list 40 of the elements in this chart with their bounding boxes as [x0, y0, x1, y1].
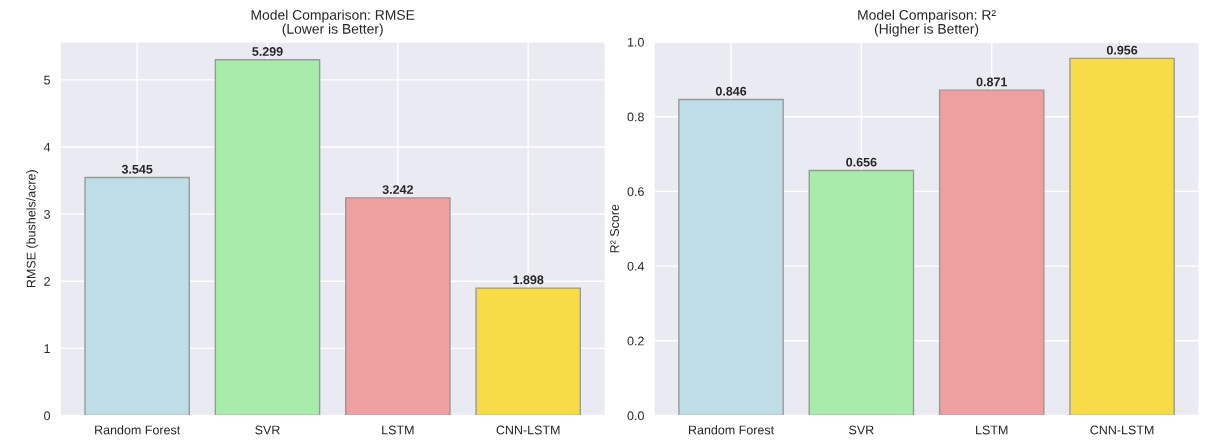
x-tick-label: CNN-LSTM: [1090, 425, 1154, 435]
y-tick-label: 1.0: [627, 37, 644, 47]
y-tick-label: 5: [44, 75, 50, 85]
bar: [808, 169, 915, 416]
y-tick-label: 0.6: [627, 187, 644, 197]
bar: [345, 197, 451, 416]
data-label: 0.871: [976, 77, 1008, 87]
y-axis-title: RMSE (bushels/acre): [26, 170, 39, 288]
x-tick-label: LSTM: [976, 425, 1008, 435]
x-tick-label: CNN-LSTM: [496, 425, 560, 435]
data-label: 3.545: [121, 164, 153, 174]
x-tick-label: SVR: [255, 425, 280, 435]
y-tick-label: 1: [44, 344, 50, 353]
data-label: 0.956: [1106, 45, 1138, 55]
data-label: 0.656: [846, 157, 877, 167]
y-tick-label: 0.0: [627, 411, 644, 421]
chart-title: Model Comparison: R² (Higher is Better): [858, 9, 996, 37]
data-label: 5.299: [252, 47, 283, 56]
y-tick-label: 0.8: [627, 112, 644, 122]
y-tick-label: 0.2: [627, 336, 644, 346]
x-tick-label: SVR: [849, 425, 874, 435]
bar: [475, 287, 582, 416]
y-tick-label: 0: [44, 411, 51, 421]
data-label: 3.242: [382, 185, 413, 195]
y-tick-label: 3: [44, 209, 50, 219]
y-tick-label: 2: [44, 277, 50, 286]
y-axis-title: R² Score: [610, 204, 620, 253]
bar: [938, 89, 1045, 416]
chart-title: Model Comparison: RMSE (Lower is Better): [251, 9, 415, 37]
bar: [214, 59, 321, 416]
x-tick-label: Random Forest: [688, 425, 775, 435]
bar: [84, 176, 190, 416]
x-tick-label: LSTM: [382, 425, 414, 435]
bar: [678, 98, 784, 416]
data-label: 0.846: [715, 86, 747, 96]
y-tick-label: 0.4: [627, 261, 645, 271]
y-tick-label: 4: [43, 142, 51, 152]
data-label: 1.898: [513, 275, 544, 285]
bar: [1069, 57, 1175, 416]
x-tick-label: Random Forest: [95, 425, 181, 435]
